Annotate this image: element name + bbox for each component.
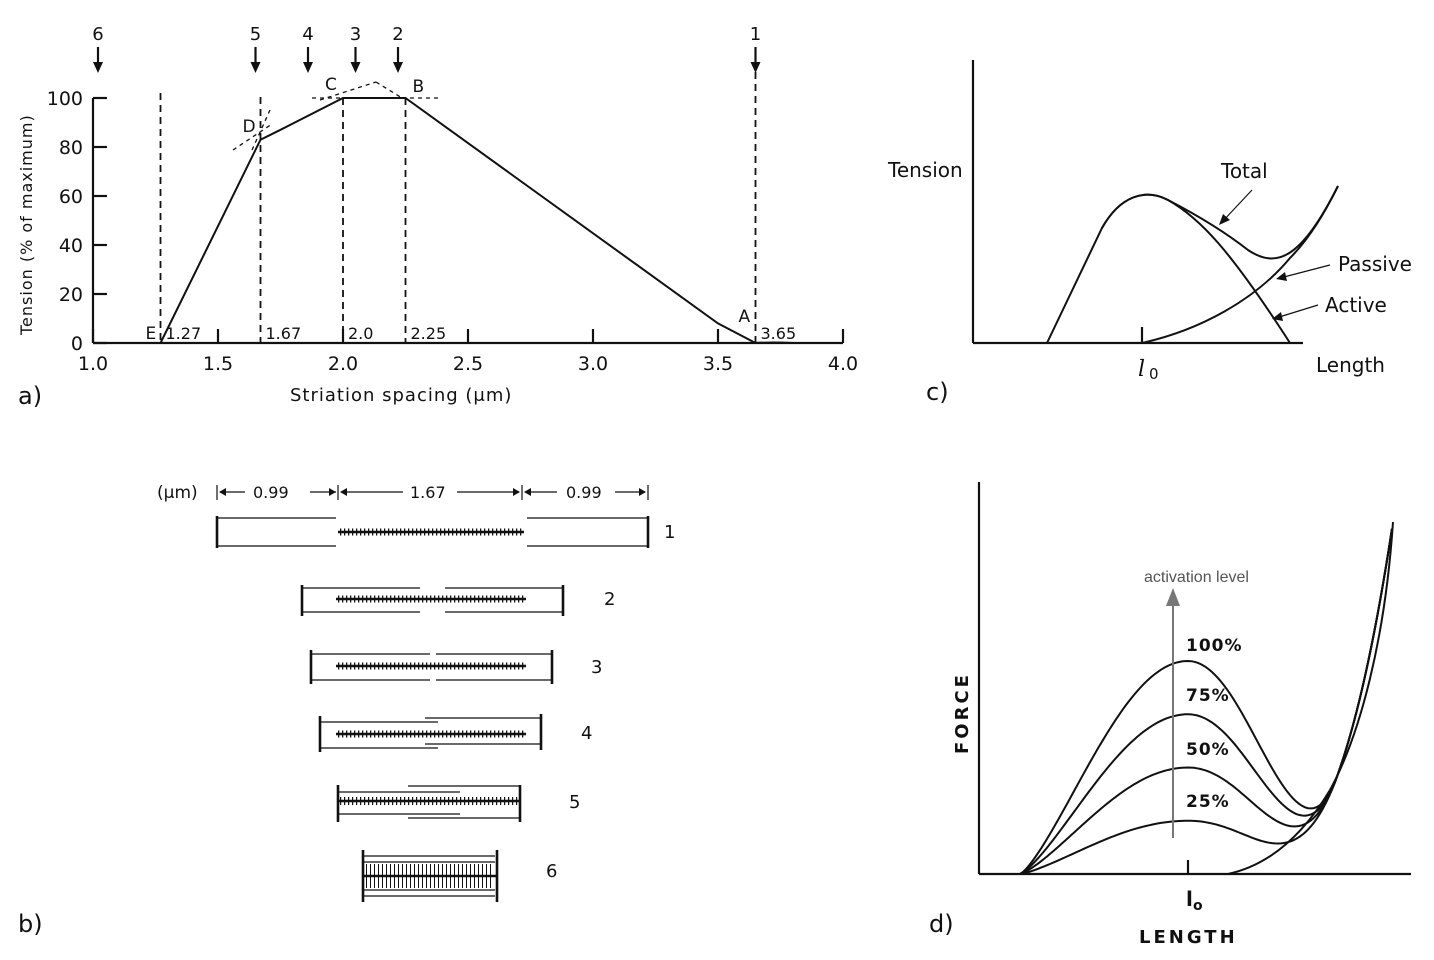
panel-a-arrow-label: 1 <box>750 24 761 45</box>
panel-d-series-75: 75% <box>1186 686 1230 706</box>
panel-d-curve-25 <box>1019 528 1393 875</box>
panel-c-passive-curve <box>1141 185 1339 344</box>
panel-a-x-tick-label: 1.0 <box>78 353 108 375</box>
panel-a-chart: 0 20 40 60 80 100 1.0 1.5 2.0 2.5 3.0 3.5 4.0 1.27 E… <box>17 24 858 410</box>
panel-b-sarcomere-diagram: (μm) 0.99 1.67 0.99 <box>18 483 675 938</box>
sarcomere-5-label: 5 <box>569 792 580 813</box>
panel-d-x-tick-subscript: o <box>1193 898 1203 914</box>
panel-a-top-arrows: 6 5 4 3 2 1 <box>92 24 761 73</box>
panel-c-active-label: Active <box>1325 293 1387 317</box>
panel-b-unit-label: (μm) <box>157 483 198 503</box>
panel-d-series-100: 100% <box>1186 636 1243 656</box>
panel-a-x-tick-label: 3.5 <box>703 353 733 375</box>
panel-a-corner-construction-lines <box>232 81 438 151</box>
panel-c-total-curve <box>1101 185 1339 260</box>
panel-a-x-label: Striation spacing (μm) <box>290 385 512 406</box>
panel-a-vline-letter: E <box>146 324 157 344</box>
panel-a-vline-letter: D <box>243 117 256 137</box>
panel-a-vertical-lines: 1.27 E 1.67 D 2.0 C 2.25 B 3.65 A <box>146 60 797 344</box>
panel-c-label: c) <box>926 378 949 406</box>
sarcomere-3 <box>309 650 554 684</box>
panel-d-series-50: 50% <box>1186 740 1230 760</box>
panel-c-chart: Tension Length l 0 Total Passive Active … <box>887 60 1412 406</box>
panel-a-arrow-head <box>93 62 103 73</box>
panel-b-dim-right: 0.99 <box>566 483 602 502</box>
panel-c-total-label: Total <box>1220 159 1268 183</box>
panel-a-vline-value: 1.27 <box>166 324 202 343</box>
panel-d-arrow-label: activation level <box>1144 569 1249 586</box>
panel-a-arrow-label: 2 <box>392 24 403 45</box>
panel-c-y-label: Tension <box>887 158 963 182</box>
panel-a-y-tick-label: 80 <box>59 137 83 159</box>
sarcomere-4 <box>318 714 543 752</box>
panel-a-y-tick-label: 20 <box>59 284 83 306</box>
panel-a-y-tick-label: 100 <box>47 88 83 110</box>
panel-a-arrow-label: 3 <box>350 24 361 45</box>
sarcomere-3-label: 3 <box>591 657 602 678</box>
panel-d-passive-curve <box>1227 521 1394 875</box>
panel-a-vline-value: 3.65 <box>761 324 797 343</box>
panel-a-y-tick-label: 40 <box>59 235 83 257</box>
panel-a-y-tick-label: 0 <box>71 333 83 355</box>
panel-a-label: a) <box>18 382 42 410</box>
panel-a-x-tick-label: 2.0 <box>328 353 358 375</box>
sarcomere-5 <box>336 785 522 822</box>
panel-b-dimension-line <box>216 485 649 500</box>
panel-d-chart: activation level 100% 75% 50% 25% FORCE … <box>929 482 1411 948</box>
panel-a-x-tick-label: 2.5 <box>453 353 483 375</box>
panel-c-active-curve <box>1046 193 1291 344</box>
sarcomere-2-label: 2 <box>604 589 615 610</box>
panel-a-arrow-head <box>350 62 361 73</box>
panel-d-series-25: 25% <box>1186 792 1230 812</box>
panel-d-curves <box>1019 528 1393 875</box>
panel-a-x-tick-label: 4.0 <box>828 353 858 375</box>
panel-a-arrow-head <box>250 62 261 73</box>
panel-b-dim-middle: 1.67 <box>410 483 446 502</box>
panel-a-vline-value: 1.67 <box>266 324 302 343</box>
panel-a-vline-value: 2.0 <box>348 324 373 343</box>
panel-a-vline-letter: B <box>413 77 425 97</box>
panel-a-y-tick-label: 60 <box>59 186 83 208</box>
panel-a-y-label: Tension (% of maximum) <box>17 114 36 336</box>
panel-d-activation-arrow <box>1166 588 1180 838</box>
sarcomere-6-label: 6 <box>546 861 557 882</box>
panel-c-x-label: Length <box>1316 353 1385 377</box>
panel-a-arrow-head <box>303 62 313 73</box>
panel-a-x-tick-label: 3.0 <box>578 353 608 375</box>
panel-a-x-tick-label: 1.5 <box>203 353 233 375</box>
panel-a-tension-curve <box>159 97 794 345</box>
panel-a-arrow-label: 6 <box>92 24 103 45</box>
sarcomere-2 <box>300 585 565 616</box>
panel-a-vline-value: 2.25 <box>411 324 447 343</box>
sarcomere-6 <box>361 850 499 902</box>
panel-d-x-label: LENGTH <box>1139 927 1238 948</box>
panel-a-arrow-head <box>750 62 761 73</box>
sarcomere-1-label: 1 <box>664 522 675 543</box>
sarcomere-4-label: 4 <box>581 723 592 744</box>
panel-c-callout-arrows <box>1219 189 1331 321</box>
panel-a-vline-letter: C <box>325 75 337 95</box>
panel-b-label: b) <box>18 910 43 938</box>
panel-c-passive-label: Passive <box>1338 252 1412 276</box>
panel-c-x-tick-label: l <box>1138 357 1145 382</box>
panel-a-arrow-label: 4 <box>302 24 313 45</box>
panel-a-x-ticks: 1.0 1.5 2.0 2.5 3.0 3.5 4.0 <box>78 329 858 375</box>
panel-a-arrow-head <box>393 62 403 73</box>
panel-b-dim-left: 0.99 <box>253 483 289 502</box>
sarcomere-1 <box>215 516 650 548</box>
panel-c-x-tick-subscript: 0 <box>1149 365 1159 383</box>
panel-d-x-tick-label: l <box>1186 887 1193 911</box>
panel-a-y-ticks: 0 20 40 60 80 100 <box>47 88 107 355</box>
panel-a-vline-letter: A <box>739 307 751 327</box>
panel-d-label: d) <box>929 910 954 938</box>
panel-a-arrow-label: 5 <box>250 24 261 45</box>
panel-d-y-label: FORCE <box>952 672 973 754</box>
